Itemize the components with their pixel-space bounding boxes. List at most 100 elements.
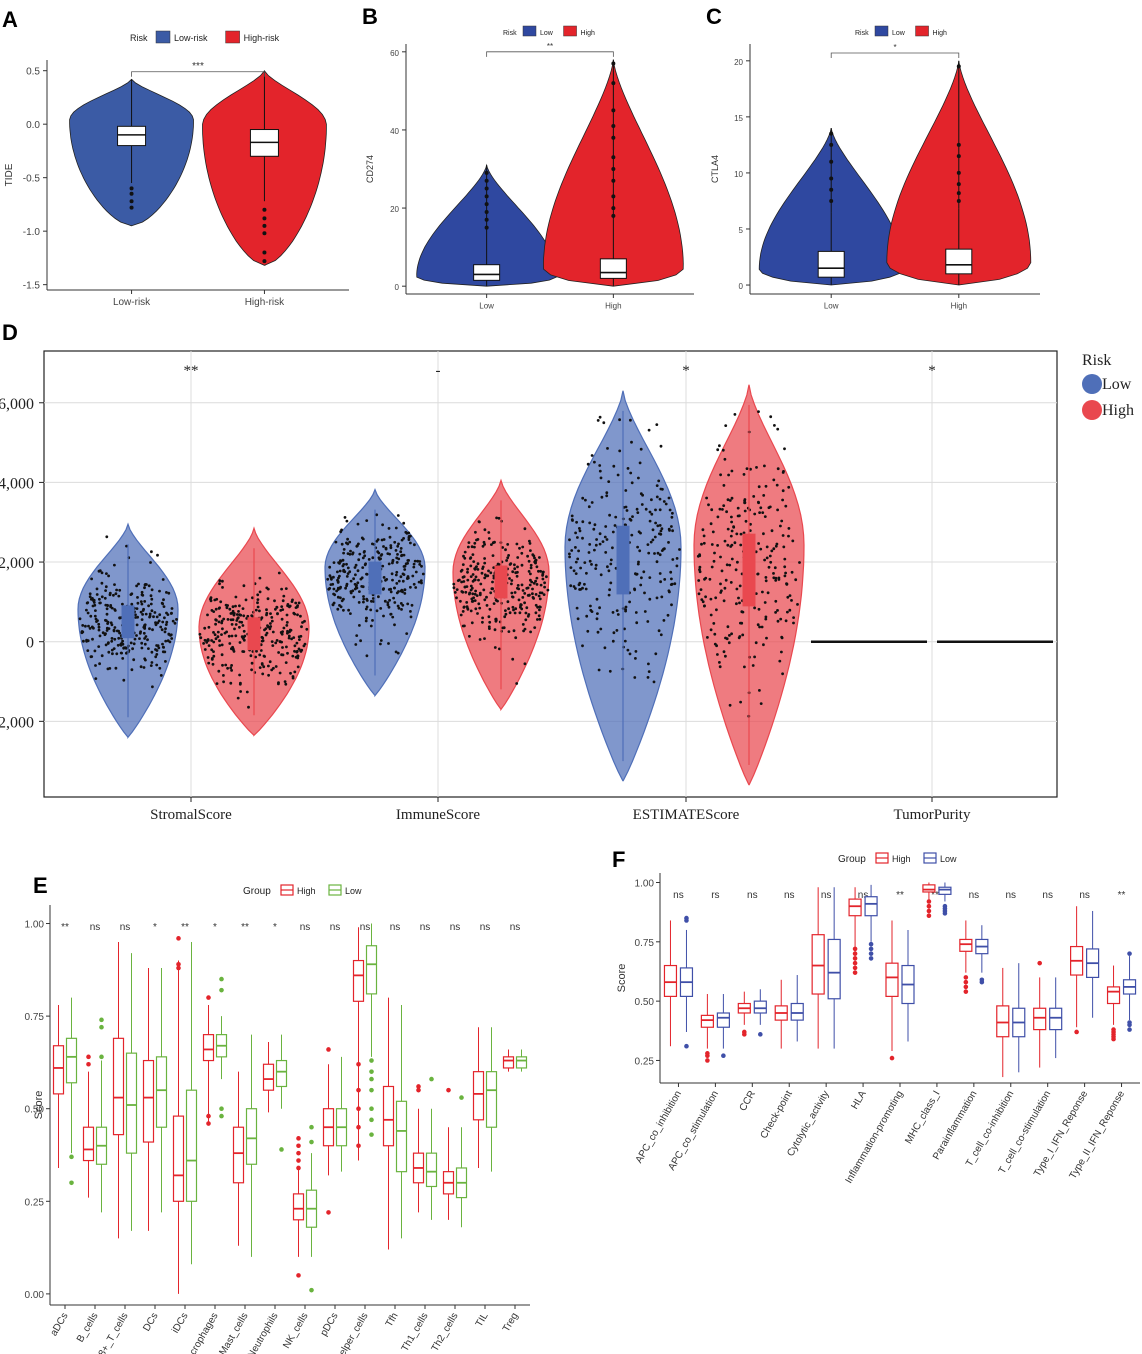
panel-e-significance: * <box>153 922 157 933</box>
panel-d-point <box>780 650 783 654</box>
panel-d-point <box>129 593 133 596</box>
panel-a-outlier <box>129 205 134 210</box>
panel-d-point <box>379 642 382 646</box>
panel-d-point <box>401 579 405 583</box>
panel-d-point <box>110 639 114 643</box>
panel-d-point <box>531 587 534 591</box>
panel-d-point <box>158 613 162 617</box>
panel-f-outlier-high <box>926 903 932 909</box>
panel-d-point <box>765 556 769 560</box>
panel-d-point <box>699 588 703 591</box>
panel-d-points-low <box>568 415 681 684</box>
panel-b-box-low <box>473 264 501 281</box>
panel-e-box-low <box>395 1100 408 1173</box>
panel-d-y-tick-label: -2,000 <box>0 714 34 731</box>
panel-d-point <box>528 583 532 587</box>
panel-d-point <box>462 575 466 579</box>
panel-d-point <box>490 543 493 546</box>
panel-d-point <box>732 525 736 529</box>
panel-d-point <box>162 605 166 608</box>
panel-d-point <box>783 565 787 569</box>
panel-f-y-tick-label: 0.50 <box>635 997 655 1008</box>
panel-d-point <box>132 658 136 662</box>
panel-d-point <box>749 467 752 471</box>
panel-d-point <box>657 479 661 483</box>
panel-d-point <box>118 616 121 620</box>
panel-d-point <box>388 535 392 539</box>
panel-d-point <box>488 620 492 624</box>
panel-d-point <box>140 590 144 594</box>
panel-d-point <box>721 448 725 452</box>
panel-e-outlier-high <box>296 1150 301 1156</box>
panel-d-point <box>504 548 507 552</box>
panel-d-point <box>238 620 242 624</box>
panel-d-point <box>604 525 608 528</box>
panel-b-outlier <box>611 108 616 113</box>
panel-d-point <box>358 590 361 593</box>
panel-f-outlier-high <box>889 1055 895 1061</box>
panel-d-point <box>775 483 779 487</box>
panel-d-point <box>585 614 589 618</box>
panel-d-point <box>734 568 738 572</box>
panel-d-point <box>269 622 272 625</box>
panel-d-point <box>759 506 763 510</box>
panel-d-point <box>150 661 154 664</box>
panel-d-point <box>764 484 768 488</box>
panel-e-outlier-high <box>296 1273 301 1278</box>
panel-d-point <box>286 629 289 633</box>
panel-d-point <box>93 614 97 618</box>
panel-f-legend-title: Group <box>838 854 866 865</box>
panel-d-point <box>354 585 358 589</box>
panel-d-point <box>336 607 340 611</box>
panel-d-point <box>291 676 295 680</box>
panel-c-outlier <box>956 64 961 69</box>
panel-d-point <box>469 609 473 613</box>
panel-d-box-high <box>494 565 508 599</box>
panel-d-point <box>764 617 768 621</box>
panel-e-box-low <box>245 1108 258 1165</box>
panel-e-y-tick-label: 0.75 <box>25 1012 45 1023</box>
panel-d-point <box>777 578 781 581</box>
panel-d-point <box>274 665 278 668</box>
panel-d-point <box>783 447 786 451</box>
panel-d-point <box>382 545 385 548</box>
panel-d-point <box>329 576 333 579</box>
panel-d-point <box>764 579 768 583</box>
panel-f-outlier-low <box>758 1032 763 1037</box>
panel-e-box-high <box>142 1059 155 1143</box>
panel-d-point <box>221 663 224 667</box>
panel-d-point <box>534 579 537 583</box>
panel-d-point <box>757 542 760 545</box>
panel-d-point <box>585 571 588 575</box>
panel-d-point <box>569 584 573 588</box>
panel-d-point <box>574 531 577 535</box>
panel-d-point <box>510 579 514 582</box>
panel-d-point <box>402 553 406 557</box>
panel-d-point <box>352 595 356 599</box>
panel-d-point <box>162 598 165 602</box>
panel-d-point <box>611 611 615 614</box>
panel-d-point <box>473 541 477 545</box>
panel-d-point <box>479 582 483 586</box>
panel-d-point <box>461 563 465 566</box>
panel-d-x-tick-label: TumorPurity <box>894 807 971 823</box>
panel-d-point <box>117 594 121 598</box>
panel-a-legend-key-low-risk <box>155 30 171 44</box>
panel-d-point <box>296 665 300 669</box>
panel-d-point <box>365 519 369 522</box>
panel-d-point <box>281 653 285 657</box>
panel-d-point <box>730 515 733 519</box>
panel-d-point <box>150 597 154 601</box>
panel-d-point <box>776 467 780 471</box>
panel-d-point <box>371 619 374 622</box>
panel-d-point <box>387 642 390 645</box>
panel-d-point <box>226 618 230 621</box>
panel-label-b: B <box>362 4 378 29</box>
panel-f-box-high <box>959 938 973 952</box>
panel-d-point <box>719 555 722 559</box>
panel-d-point <box>389 544 393 547</box>
panel-d-point <box>488 607 492 611</box>
panel-d-point <box>634 650 638 653</box>
panel-d-point <box>394 573 398 577</box>
panel-d-point <box>664 502 668 506</box>
